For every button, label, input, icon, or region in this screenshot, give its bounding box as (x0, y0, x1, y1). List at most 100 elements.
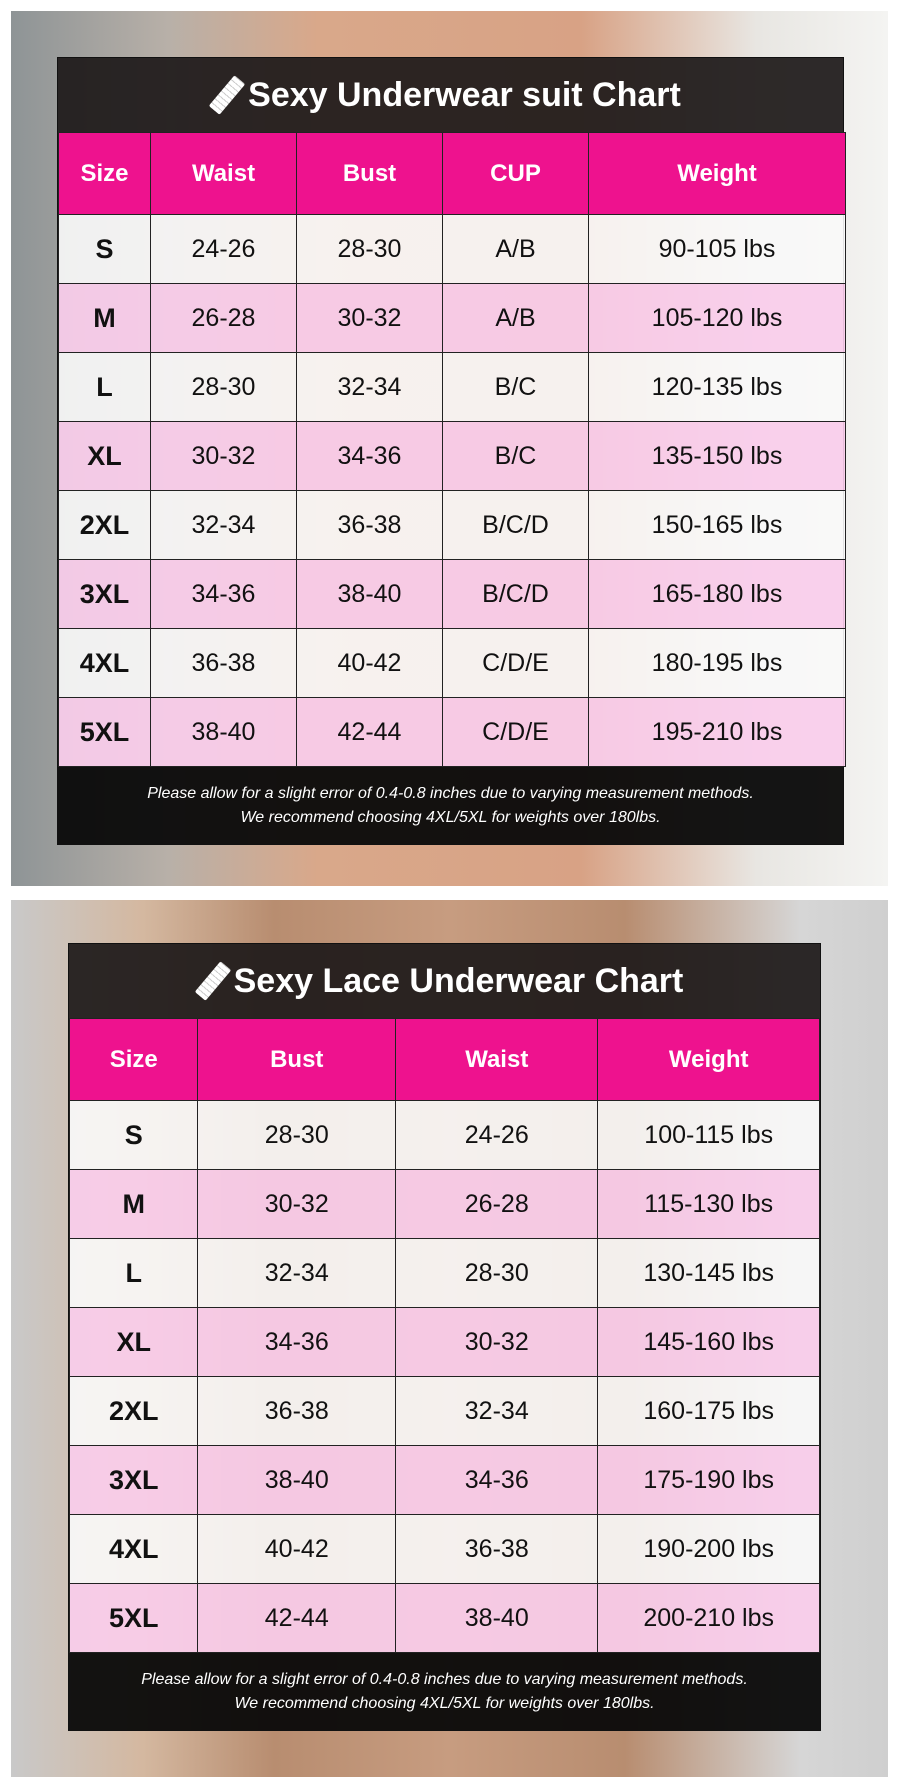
table-cell: 34-36 (395, 1445, 599, 1515)
size-cell: S (68, 1100, 199, 1170)
table-cell: 100-115 lbs (597, 1100, 820, 1170)
size-cell: 5XL (58, 697, 151, 767)
ruler-icon (194, 961, 231, 1001)
size-cell: 3XL (58, 559, 151, 629)
column-header: CUP (442, 132, 589, 215)
table-cell: 30-32 (197, 1169, 397, 1239)
chart-title-bar: Sexy Lace Underwear Chart (69, 944, 820, 1018)
table-cell: 32-34 (296, 352, 443, 422)
size-cell: 2XL (68, 1376, 199, 1446)
table-cell: 105-120 lbs (588, 283, 846, 353)
table-row: L 32-34 28-30 130-145 lbs (68, 1238, 820, 1308)
table-cell: 90-105 lbs (588, 214, 846, 284)
table-cell: 28-30 (395, 1238, 599, 1308)
column-header: Bust (197, 1018, 397, 1101)
table-cell: 34-36 (197, 1307, 397, 1377)
table-cell: 36-38 (395, 1514, 599, 1584)
table-cell: 30-32 (395, 1307, 599, 1377)
table-cell: C/D/E (442, 628, 589, 698)
table-cell: 115-130 lbs (597, 1169, 820, 1239)
chart-title: Sexy Lace Underwear Chart (233, 961, 684, 1000)
table-cell: 30-32 (296, 283, 443, 353)
column-header: Waist (150, 132, 297, 215)
table-cell: B/C/D (442, 490, 589, 560)
column-header: Weight (597, 1018, 820, 1101)
table-cell: 28-30 (197, 1100, 397, 1170)
size-cell: 3XL (68, 1445, 199, 1515)
table-row: S 24-26 28-30 A/B 90-105 lbs (58, 214, 846, 284)
table-cell: 120-135 lbs (588, 352, 846, 422)
size-cell: 4XL (58, 628, 151, 698)
note-line: We recommend choosing 4XL/5XL for weight… (240, 808, 661, 826)
table-cell: 36-38 (296, 490, 443, 560)
note-line: We recommend choosing 4XL/5XL for weight… (234, 1694, 655, 1712)
size-cell: XL (58, 421, 151, 491)
column-header: Waist (395, 1018, 599, 1101)
column-header: Size (58, 132, 151, 215)
table-cell: B/C (442, 352, 589, 422)
table-cell: 160-175 lbs (597, 1376, 820, 1446)
table-cell: 32-34 (150, 490, 297, 560)
table-cell: A/B (442, 214, 589, 284)
table-cell: 38-40 (150, 697, 297, 767)
table-row: L 28-30 32-34 B/C 120-135 lbs (58, 352, 846, 422)
table-row: 2XL 36-38 32-34 160-175 lbs (68, 1376, 820, 1446)
table-cell: 38-40 (197, 1445, 397, 1515)
note: Please allow for a slight error of 0.4-0… (58, 767, 843, 844)
column-header: Bust (296, 132, 443, 215)
column-header: Size (68, 1018, 199, 1101)
table-cell: 40-42 (197, 1514, 397, 1584)
table-cell: 30-32 (150, 421, 297, 491)
table-cell: 32-34 (395, 1376, 599, 1446)
ruler-icon (208, 75, 246, 115)
table-cell: 130-145 lbs (597, 1238, 820, 1308)
size-chart-lace-underwear: Sexy Lace Underwear Chart Size Bust Waist We… (68, 943, 821, 1731)
table-cell: 24-26 (150, 214, 297, 284)
table-cell: 42-44 (197, 1583, 397, 1653)
table-cell: 180-195 lbs (588, 628, 846, 698)
table-cell: 26-28 (395, 1169, 599, 1239)
table-row: S 28-30 24-26 100-115 lbs (68, 1100, 820, 1170)
table-cell: 150-165 lbs (588, 490, 846, 560)
table-cell: A/B (442, 283, 589, 353)
size-table: Size Bust Waist Weight S 28-30 24-26 100-115 lb… (68, 1018, 820, 1653)
table-cell: 34-36 (296, 421, 443, 491)
product-photo-1: Sexy Underwear suit Chart Size Waist Bust CU… (11, 11, 888, 886)
header-row: Size Waist Bust CUP Weight (58, 132, 846, 215)
table-cell: 36-38 (150, 628, 297, 698)
table-cell: B/C/D (442, 559, 589, 629)
table-cell: 145-160 lbs (597, 1307, 820, 1377)
table-cell: 28-30 (150, 352, 297, 422)
table-cell: 42-44 (296, 697, 443, 767)
table-cell: 38-40 (296, 559, 443, 629)
size-cell: 4XL (68, 1514, 199, 1584)
table-cell: 36-38 (197, 1376, 397, 1446)
size-cell: 2XL (58, 490, 151, 560)
header-row: Size Bust Waist Weight (68, 1018, 820, 1101)
table-cell: 24-26 (395, 1100, 599, 1170)
size-cell: M (68, 1169, 199, 1239)
table-row: 4XL 40-42 36-38 190-200 lbs (68, 1514, 820, 1584)
note-line: Please allow for a slight error of 0.4-0… (141, 1670, 748, 1688)
table-cell: C/D/E (442, 697, 589, 767)
table-row: 4XL 36-38 40-42 C/D/E 180-195 lbs (58, 628, 846, 698)
size-cell: L (68, 1238, 199, 1308)
table-row: 2XL 32-34 36-38 B/C/D 150-165 lbs (58, 490, 846, 560)
note: Please allow for a slight error of 0.4-0… (69, 1653, 820, 1730)
product-photo-2: Sexy Lace Underwear Chart Size Bust Waist We… (11, 900, 888, 1777)
table-row: 3XL 34-36 38-40 B/C/D 165-180 lbs (58, 559, 846, 629)
table-cell: 165-180 lbs (588, 559, 846, 629)
size-cell: L (58, 352, 151, 422)
table-cell: 175-190 lbs (597, 1445, 820, 1515)
table-row: M 26-28 30-32 A/B 105-120 lbs (58, 283, 846, 353)
table-cell: 32-34 (197, 1238, 397, 1308)
size-cell: 5XL (68, 1583, 199, 1653)
table-row: 3XL 38-40 34-36 175-190 lbs (68, 1445, 820, 1515)
table-row: 5XL 38-40 42-44 C/D/E 195-210 lbs (58, 697, 846, 767)
column-header: Weight (588, 132, 846, 215)
table-cell: 28-30 (296, 214, 443, 284)
size-chart-underwear-suit: Sexy Underwear suit Chart Size Waist Bust CU… (57, 57, 846, 845)
table-row: XL 34-36 30-32 145-160 lbs (68, 1307, 820, 1377)
size-cell: S (58, 214, 151, 284)
table-row: XL 30-32 34-36 B/C 135-150 lbs (58, 421, 846, 491)
